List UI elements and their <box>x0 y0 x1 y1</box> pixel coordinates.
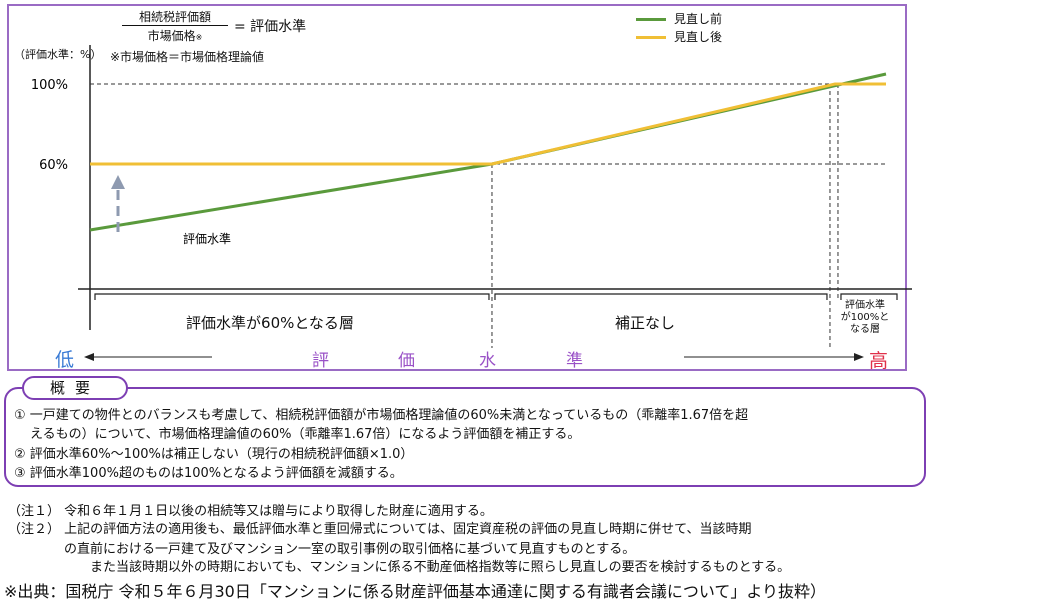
source-citation: ※出典：国税庁 令和５年６月30日「マンションに係る財産評価基本通達に関する有識… <box>4 582 827 601</box>
summary-item-1-cont: えるもの）について、市場価格理論値の60%（乖離率1.67倍）になるよう評価額を… <box>30 427 581 442</box>
series-line-after <box>90 82 886 166</box>
x-axis-word-4: 準 <box>566 351 583 371</box>
summary-item-1: ① 一戸建ての物件とのバランスも考慮して、相続税評価額が市場価格理論値の60%未… <box>14 408 749 423</box>
x-axis-high-label: 高 <box>869 350 889 372</box>
x-axis-word-1: 評 <box>312 351 329 371</box>
segment-brackets <box>94 293 898 300</box>
chart-frame <box>7 4 907 371</box>
segment-label-60: 評価水準が60%となる層 <box>186 314 354 332</box>
note-1: （注１） 令和６年１月１日以後の相続等又は贈与により取得した財産に適用する。 <box>8 504 493 519</box>
high-arrow <box>684 353 864 361</box>
formula-note: ※市場価格＝市場価格理論値 <box>110 50 265 64</box>
note-2-cont: の直前における一戸建て及びマンション一室の取引事例の取引価格に基づいて見直すもの… <box>64 542 636 557</box>
legend-swatch-before <box>636 18 666 21</box>
legend-item-after: 見直し後 <box>636 28 722 45</box>
formula-equals: = 評価水準 <box>234 19 307 35</box>
summary-item-3: ③ 評価水準100%超のものは100%となるよう評価額を減額する。 <box>14 466 403 481</box>
x-axis-low-label: 低 <box>55 349 75 371</box>
note-2-cont-2: また当該時期以外の時期においても、マンションに係る不動産価格指数等に照らし見直し… <box>90 560 791 575</box>
bracket-segment-100 <box>840 293 898 300</box>
formula-numerator: 相続税評価額 <box>138 10 211 24</box>
bracket-segment-no-correction <box>494 293 828 300</box>
x-axis-word-2: 価 <box>398 351 415 371</box>
low-arrow <box>84 353 212 361</box>
note-2: （注２） 上記の評価方法の適用後も、最低評価水準と重回帰式については、固定資産税… <box>8 522 752 537</box>
legend-item-before: 見直し前 <box>636 10 722 27</box>
y-tick-label-60: 60% <box>39 158 68 173</box>
formula-fraction-bar <box>122 25 228 26</box>
formula-denominator-mark: ※ <box>195 33 203 42</box>
legend-label-after: 見直し後 <box>674 30 723 44</box>
summary-item-2: ② 評価水準60%～100%は補正しない（現行の相続税評価額×1.0） <box>14 447 414 462</box>
segment-label-100: 評価水準 が100%と なる層 <box>830 300 900 336</box>
segment-label-100-line-3: なる層 <box>850 324 880 335</box>
formula-denominator-text: 市場価格 <box>147 29 196 43</box>
series-line-before <box>89 72 887 232</box>
segment-label-no-correction: 補正なし <box>614 314 675 332</box>
segment-label-100-line-2: が100%と <box>840 312 890 323</box>
summary-title: 概要 <box>22 376 128 400</box>
segment-label-100-line-1: 評価水準 <box>845 300 885 311</box>
legend-swatch-after <box>636 36 666 39</box>
evaluation-level-chart: 100% 60% 評価水準 <box>31 45 912 361</box>
summary-box <box>4 387 926 487</box>
up-arrow <box>111 175 125 232</box>
bracket-segment-60 <box>94 293 490 300</box>
curve-label: 評価水準 <box>183 231 231 246</box>
formula-denominator: 市場価格※ <box>122 27 228 44</box>
y-axis-label: （評価水準：%） <box>14 48 102 61</box>
legend-label-before: 見直し前 <box>674 12 723 26</box>
x-axis-word-3: 水 <box>479 351 496 371</box>
y-tick-label-100: 100% <box>31 78 68 93</box>
